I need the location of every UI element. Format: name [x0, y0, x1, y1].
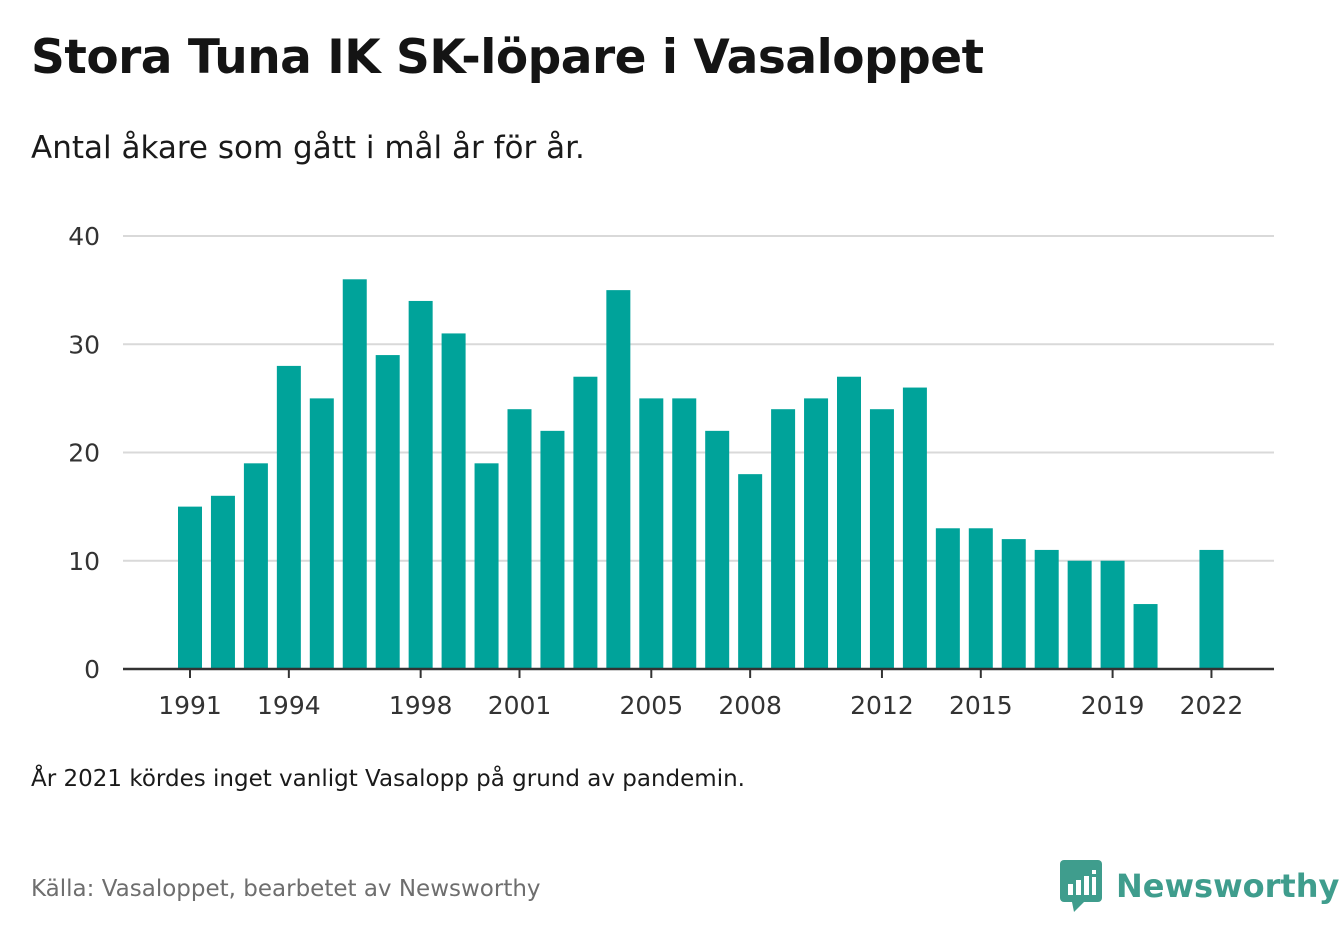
bar [178, 506, 202, 669]
y-tick-label: 30 [68, 330, 100, 359]
bar [309, 398, 334, 669]
y-tick-label: 10 [68, 547, 100, 576]
bar [935, 528, 960, 669]
x-tick-label: 2005 [619, 691, 683, 720]
source-text: Källa: Vasaloppet, bearbetet av Newswort… [31, 876, 541, 902]
bar [408, 300, 433, 669]
bar [1001, 539, 1026, 669]
bar [210, 495, 235, 669]
bar [1034, 549, 1059, 669]
bar [738, 474, 763, 669]
bar [276, 365, 301, 669]
bar [573, 376, 598, 669]
chart-subtitle: Antal åkare som gått i mål år för år. [31, 130, 585, 166]
x-tick-label: 2008 [718, 691, 782, 720]
x-tick-label: 2001 [488, 691, 552, 720]
x-tick-label: 1994 [257, 691, 321, 720]
y-tick-label: 40 [68, 222, 100, 251]
bar [540, 430, 565, 669]
chart-note: År 2021 kördes inget vanligt Vasalopp på… [31, 766, 745, 792]
x-tick-label: 2019 [1081, 691, 1145, 720]
brand-name: Newsworthy [1116, 867, 1340, 905]
bar [507, 409, 532, 669]
bar [606, 290, 631, 669]
y-tick-label: 20 [68, 439, 100, 468]
bar [672, 398, 697, 669]
bar [1067, 560, 1092, 669]
bar [837, 376, 861, 669]
y-tick-label: 0 [84, 655, 100, 684]
x-tick-label: 2015 [949, 691, 1013, 720]
bar [1199, 549, 1224, 669]
bar [342, 279, 367, 669]
x-tick-label: 2012 [850, 691, 914, 720]
bar [441, 333, 466, 669]
bar [804, 398, 829, 669]
axes: 0 10 20 30 40 1991 1994 1998 2001 2005 2008 2012 201… [68, 222, 1274, 720]
x-tick-label: 2022 [1180, 691, 1244, 720]
x-tick-label: 1991 [158, 691, 222, 720]
chart-title: Stora Tuna IK SK-löpare i Vasaloppet [31, 30, 984, 85]
bar [243, 463, 268, 669]
bar [968, 528, 993, 669]
x-tick-label: 1998 [389, 691, 453, 720]
bar [869, 409, 894, 669]
bar [1100, 560, 1125, 669]
newsworthy-logo-icon [1060, 860, 1102, 912]
bar [705, 430, 730, 669]
bar [771, 409, 796, 669]
bar [474, 463, 499, 669]
bar [375, 355, 400, 669]
bar [639, 398, 664, 669]
bar [902, 387, 927, 669]
brand[interactable]: Newsworthy [1060, 860, 1339, 912]
bar [1133, 604, 1158, 669]
bars [178, 279, 1224, 669]
